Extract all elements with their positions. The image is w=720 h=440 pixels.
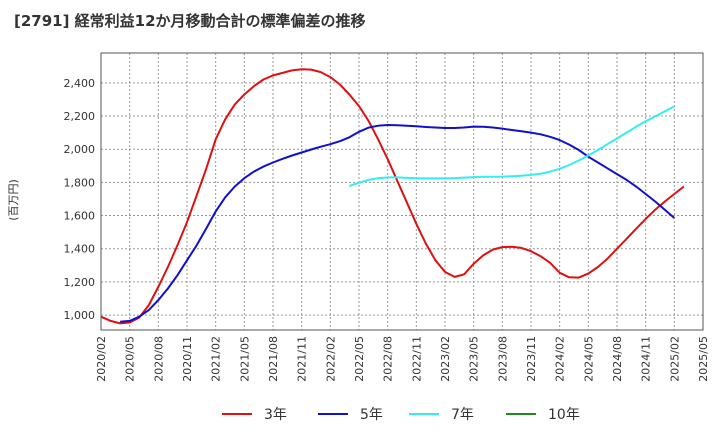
series-line-3 [349, 105, 675, 187]
series-layer [100, 68, 685, 325]
x-tick-label: 2020/08 [152, 336, 165, 382]
series-line-1 [100, 68, 685, 325]
x-tick-label: 2022/11 [410, 336, 423, 382]
x-tick-label: 2021/05 [238, 336, 251, 382]
y-tick-label: 2,400 [64, 77, 96, 90]
legend-label: 3年 [264, 407, 287, 423]
y-tick-label: 1,000 [64, 309, 96, 322]
x-tick-label: 2025/05 [697, 336, 710, 382]
series-line-2 [120, 124, 675, 323]
y-tick-label: 2,200 [64, 110, 96, 123]
x-tick-label: 2021/11 [296, 336, 309, 382]
x-tick-label: 2021/08 [267, 336, 280, 382]
x-tick-label: 2024/02 [554, 336, 567, 382]
y-tick-label: 1,400 [64, 243, 96, 256]
x-tick-label: 2020/11 [181, 336, 194, 382]
x-tick-label: 2022/02 [324, 336, 337, 382]
legend-label: 7年 [451, 407, 474, 423]
legend-label: 5年 [360, 407, 383, 423]
x-tick-label: 2023/05 [468, 336, 481, 382]
x-tick-label: 2024/08 [611, 336, 624, 382]
x-tick-label: 2024/05 [582, 336, 595, 382]
chart-title: [2791] 経常利益12か月移動合計の標準偏差の推移 [14, 12, 366, 30]
y-tick-label: 2,000 [64, 143, 96, 156]
y-tick-labels: 1,000 1,200 1,400 1,600 1,800 2,000 2,200 2,400 [64, 77, 96, 322]
legend: 3年 5年 7年 10年 [222, 407, 580, 423]
x-tick-label: 2022/08 [382, 336, 395, 382]
x-tick-label: 2024/11 [640, 336, 653, 382]
x-tick-label: 2023/08 [496, 336, 509, 382]
x-tick-label: 2023/11 [525, 336, 538, 382]
x-tick-label: 2020/05 [124, 336, 137, 382]
plot-frame [100, 52, 704, 331]
y-tick-label: 1,600 [64, 210, 96, 223]
y-tick-label: 1,200 [64, 276, 96, 289]
y-tick-label: 1,800 [64, 176, 96, 189]
x-tick-label: 2023/02 [439, 336, 452, 382]
x-tick-label: 2020/02 [95, 336, 108, 382]
x-tick-label: 2021/02 [210, 336, 223, 382]
x-tick-labels: 2020/02 2020/05 2020/08 2020/11 2021/02 2021/… [95, 336, 710, 382]
legend-label: 10年 [548, 407, 580, 423]
x-tick-label: 2022/05 [353, 336, 366, 382]
y-axis-label: (百万円) [7, 179, 20, 221]
grid-layer [100, 53, 704, 330]
x-tick-label: 2025/02 [668, 336, 681, 382]
